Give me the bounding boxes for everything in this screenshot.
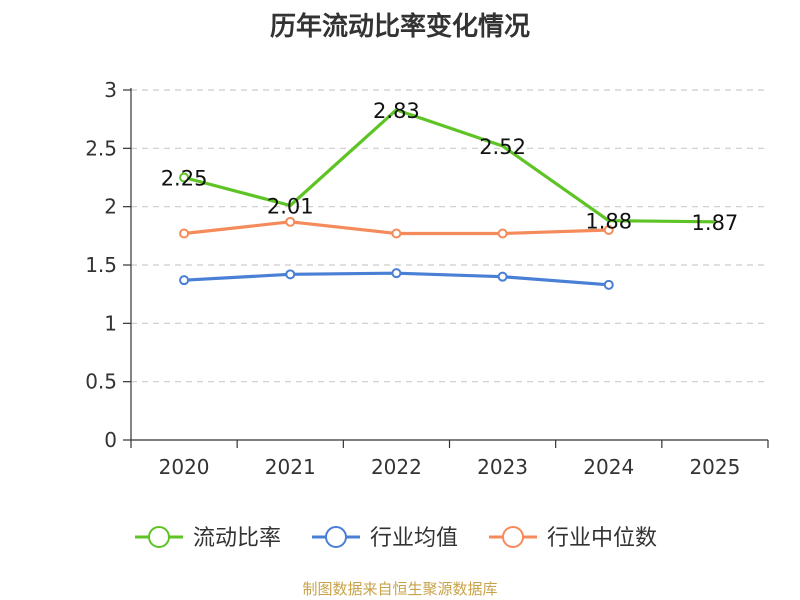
data-label: 2.01 [267, 195, 314, 219]
legend-marker [325, 526, 347, 548]
x-tick-label: 2023 [477, 455, 528, 479]
data-label: 2.52 [479, 135, 526, 159]
data-point [179, 228, 190, 239]
axes: 0 0.5 1 1.5 2 2.5 3 2020 2021 2022 2023 2024 2025 [85, 78, 769, 479]
data-point [391, 268, 402, 279]
data-point [603, 225, 614, 235]
series-line [183, 108, 715, 224]
y-tick-label: 2.5 [85, 136, 117, 160]
x-tick-label: 2025 [689, 455, 740, 479]
y-tick-label: 1.5 [85, 253, 117, 277]
data-point [391, 228, 402, 239]
chart-title: 历年流动比率变化情况 [269, 12, 530, 42]
y-tick-label: 3 [104, 78, 117, 102]
data-label: 2.83 [373, 99, 420, 123]
legend-item[interactable]: 行业均值 [312, 526, 458, 551]
y-tick-label: 0.5 [85, 370, 117, 394]
legend-item[interactable]: 流动比率 [135, 526, 281, 551]
data-label: 1.87 [692, 211, 739, 235]
x-tick-label: 2024 [583, 455, 634, 479]
data-point [285, 269, 296, 280]
source-note: 制图数据来自恒生聚源数据库 [302, 580, 498, 598]
y-tick-label: 1 [104, 311, 117, 335]
data-point [179, 275, 190, 286]
data-point [285, 216, 296, 227]
legend[interactable]: 流动比率 行业均值 行业中位数 [135, 526, 657, 551]
data-point [603, 279, 614, 290]
y-tick-label: 2 [104, 195, 117, 219]
legend-marker [502, 526, 524, 548]
data-label: 1.88 [585, 210, 632, 234]
x-tick-label: 2020 [159, 455, 210, 479]
legend-label: 行业均值 [370, 526, 458, 551]
legend-label: 行业中位数 [547, 526, 657, 551]
y-tick-label: 0 [104, 428, 117, 452]
data-point [497, 271, 508, 282]
grid-lines [131, 89, 768, 383]
x-tick-label: 2022 [371, 455, 422, 479]
series-group [179, 108, 715, 290]
x-tick-label: 2021 [265, 455, 316, 479]
data-label: 2.25 [161, 167, 208, 191]
legend-item[interactable]: 行业中位数 [489, 526, 657, 551]
data-point [497, 228, 508, 239]
data-labels: 2.25 2.01 2.83 2.52 1.88 1.87 [161, 99, 739, 235]
legend-label: 流动比率 [193, 526, 281, 551]
legend-marker [148, 526, 170, 548]
data-point [179, 172, 190, 183]
